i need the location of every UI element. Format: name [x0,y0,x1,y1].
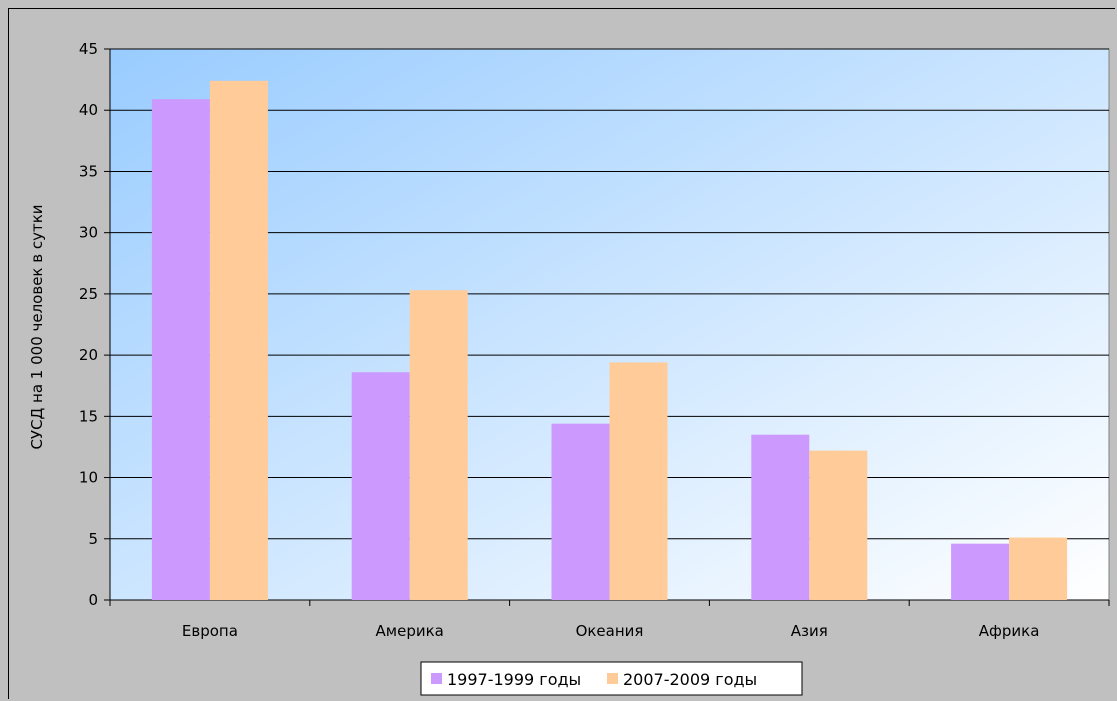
legend: 1997-1999 годы 2007-2009 годы [420,661,803,696]
y-tick-label: 20 [79,346,98,364]
y-tick-label: 5 [88,530,98,548]
bar [751,434,810,600]
bar [551,423,610,600]
y-axis-label: СУСД на 1 000 человек в сутки [28,204,46,449]
y-tick-label: 10 [79,469,98,487]
x-category-label: Америка [376,622,444,640]
y-tick-label: 30 [79,224,98,242]
bar [351,372,410,600]
bar [409,290,468,600]
bar [609,362,668,600]
y-tick-label: 15 [79,407,98,425]
y-tick-label: 40 [79,101,98,119]
bar [951,543,1010,600]
legend-label: 2007-2009 годы [623,670,757,689]
x-category-label: Африка [979,622,1040,640]
bar [1009,537,1068,600]
x-category-label: Европа [182,622,238,640]
x-category-label: Азия [791,622,828,640]
y-tick-label: 35 [79,162,98,180]
legend-swatch [607,673,618,684]
bar [209,80,268,600]
y-tick-label: 45 [79,40,98,58]
legend-swatch [431,673,442,684]
x-category-label: Океания [576,622,644,640]
bar [151,99,210,601]
y-tick-label: 25 [79,285,98,303]
bar [809,450,868,600]
legend-label: 1997-1999 годы [447,670,581,689]
y-tick-label: 0 [88,591,98,609]
